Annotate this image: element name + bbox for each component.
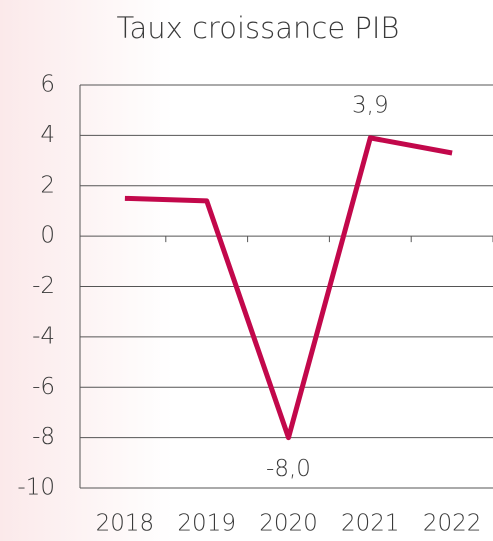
x-tick-label: 2020 <box>259 511 318 537</box>
x-tick-label: 2019 <box>177 511 236 537</box>
y-tick-label: -10 <box>17 475 55 501</box>
x-tick-label: 2021 <box>341 511 400 537</box>
x-tick-label: 2018 <box>96 511 155 537</box>
y-tick-label: 2 <box>40 172 55 198</box>
y-tick-label: -2 <box>32 273 55 299</box>
y-tick-label: 4 <box>40 122 55 148</box>
data-label: -8,0 <box>266 456 311 482</box>
y-tick-label: -6 <box>32 374 55 400</box>
line-series <box>124 135 453 441</box>
y-tick-label: 0 <box>40 223 55 249</box>
x-tick-label: 2022 <box>423 511 482 537</box>
y-tick-label: -4 <box>32 323 55 349</box>
chart-title: Taux croissance PIB <box>117 11 400 45</box>
data-label: 3,9 <box>352 92 389 118</box>
y-tick-label: -8 <box>32 424 55 450</box>
y-tick-label: 6 <box>40 72 55 98</box>
